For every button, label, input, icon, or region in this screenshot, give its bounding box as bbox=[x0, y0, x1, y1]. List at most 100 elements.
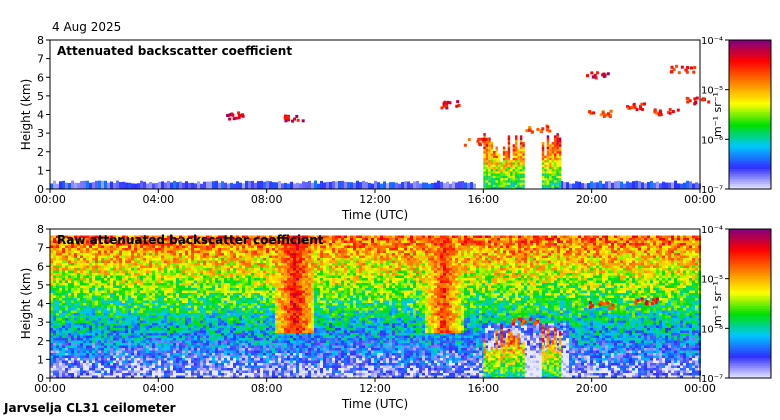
raw-signal-cell bbox=[266, 340, 269, 343]
raw-signal-cell bbox=[581, 353, 584, 356]
raw-signal-cell bbox=[650, 365, 653, 368]
raw-signal-cell bbox=[248, 343, 251, 346]
raw-signal-cell bbox=[68, 370, 71, 373]
raw-signal-cell bbox=[683, 333, 686, 336]
raw-signal-cell bbox=[641, 365, 644, 368]
raw-signal-cell bbox=[128, 330, 131, 333]
raw-signal-cell bbox=[599, 350, 602, 353]
raw-signal-cell bbox=[431, 363, 434, 366]
convective-cloud-cell bbox=[558, 153, 562, 156]
raw-signal-cell bbox=[146, 375, 149, 378]
raw-signal-cell bbox=[125, 333, 128, 336]
raw-signal-cell bbox=[332, 373, 335, 376]
raw-signal-cell bbox=[323, 345, 326, 348]
raw-signal-cell bbox=[233, 343, 236, 346]
raw-signal-cell bbox=[104, 330, 107, 333]
raw-signal-cell bbox=[197, 333, 200, 336]
convective-cloud-cell bbox=[483, 142, 486, 145]
raw-signal-cell bbox=[161, 355, 164, 358]
raw-signal-cell bbox=[359, 335, 362, 338]
raw-signal-cell bbox=[230, 348, 233, 351]
colorbar-segment bbox=[729, 97, 771, 101]
raw-signal-cell bbox=[230, 343, 233, 346]
colorbar-segment bbox=[729, 52, 771, 56]
raw-signal-cell bbox=[302, 343, 305, 346]
raw-signal-cell bbox=[599, 355, 602, 358]
convective-cloud-cell bbox=[522, 157, 525, 161]
raw-signal-cell bbox=[629, 355, 632, 358]
raw-signal-cell bbox=[440, 373, 443, 376]
raw-signal-cell bbox=[215, 338, 218, 341]
raw-signal-cell bbox=[164, 365, 167, 368]
raw-signal-cell bbox=[461, 365, 464, 368]
raw-signal-cell bbox=[422, 333, 425, 336]
raw-signal-cell bbox=[674, 340, 677, 343]
raw-signal-cell bbox=[647, 333, 650, 336]
raw-signal-cell bbox=[158, 338, 161, 341]
raw-signal-cell bbox=[188, 333, 191, 336]
raw-signal-cell bbox=[410, 355, 413, 358]
raw-signal-cell bbox=[59, 335, 62, 338]
raw-signal-cell bbox=[692, 338, 695, 341]
raw-signal-cell bbox=[185, 355, 188, 358]
raw-signal-cell bbox=[578, 368, 581, 371]
raw-signal-cell bbox=[242, 368, 245, 371]
convective-cloud-cell bbox=[522, 146, 525, 150]
convective-cloud-cell bbox=[507, 182, 511, 185]
raw-signal-cell bbox=[179, 343, 182, 346]
cloud-layer-cell bbox=[590, 71, 594, 75]
raw-signal-cell bbox=[338, 365, 341, 368]
raw-signal-cell bbox=[140, 333, 143, 336]
raw-signal-cell bbox=[143, 345, 146, 348]
raw-signal-cell bbox=[359, 355, 362, 358]
raw-signal-cell bbox=[104, 355, 107, 358]
raw-signal-cell bbox=[410, 360, 413, 363]
convective-cloud-cell bbox=[490, 186, 494, 190]
raw-signal-cell bbox=[587, 353, 590, 356]
boundary-layer-cell bbox=[332, 181, 335, 189]
raw-signal-cell bbox=[497, 343, 500, 346]
raw-signal-cell bbox=[74, 340, 77, 343]
raw-signal-cell bbox=[485, 338, 488, 341]
raw-signal-cell bbox=[344, 343, 347, 346]
boundary-layer-cell bbox=[329, 181, 332, 189]
raw-signal-cell bbox=[578, 355, 581, 358]
raw-signal-cell bbox=[383, 340, 386, 343]
raw-signal-cell bbox=[140, 340, 143, 343]
raw-signal-cell bbox=[197, 353, 200, 356]
raw-signal-cell bbox=[140, 358, 143, 361]
convective-cloud-cell bbox=[483, 155, 486, 158]
raw-signal-cell bbox=[218, 333, 221, 336]
raw-signal-cell bbox=[347, 330, 350, 333]
convective-cloud-cell bbox=[502, 177, 506, 181]
raw-signal-cell bbox=[677, 343, 680, 346]
raw-signal-cell bbox=[110, 340, 113, 343]
raw-signal-cell bbox=[149, 363, 152, 366]
raw-signal-cell bbox=[209, 333, 212, 336]
raw-signal-cell bbox=[608, 350, 611, 353]
convective-cloud-cell bbox=[493, 184, 496, 188]
raw-signal-cell bbox=[422, 360, 425, 363]
raw-signal-cell bbox=[611, 340, 614, 343]
boundary-layer-cell bbox=[590, 181, 593, 189]
raw-signal-cell bbox=[191, 355, 194, 358]
raw-signal-cell bbox=[563, 350, 566, 353]
convective-cloud-cell bbox=[512, 157, 516, 161]
convective-cloud-cell bbox=[497, 171, 501, 174]
raw-signal-cell bbox=[206, 333, 209, 336]
raw-signal-cell bbox=[122, 343, 125, 346]
raw-signal-cell bbox=[155, 345, 158, 348]
raw-signal-cell bbox=[371, 350, 374, 353]
boundary-layer-cell bbox=[245, 180, 248, 189]
raw-signal-cell bbox=[179, 365, 182, 368]
raw-signal-cell bbox=[476, 355, 479, 358]
raw-signal-cell bbox=[662, 360, 665, 363]
raw-signal-cell bbox=[467, 353, 470, 356]
raw-signal-cell bbox=[374, 340, 377, 343]
raw-signal-cell bbox=[113, 335, 116, 338]
boundary-layer-cell bbox=[584, 183, 587, 189]
raw-signal-cell bbox=[353, 335, 356, 338]
raw-signal-cell bbox=[413, 368, 416, 371]
raw-signal-cell bbox=[377, 355, 380, 358]
raw-signal-cell bbox=[182, 343, 185, 346]
